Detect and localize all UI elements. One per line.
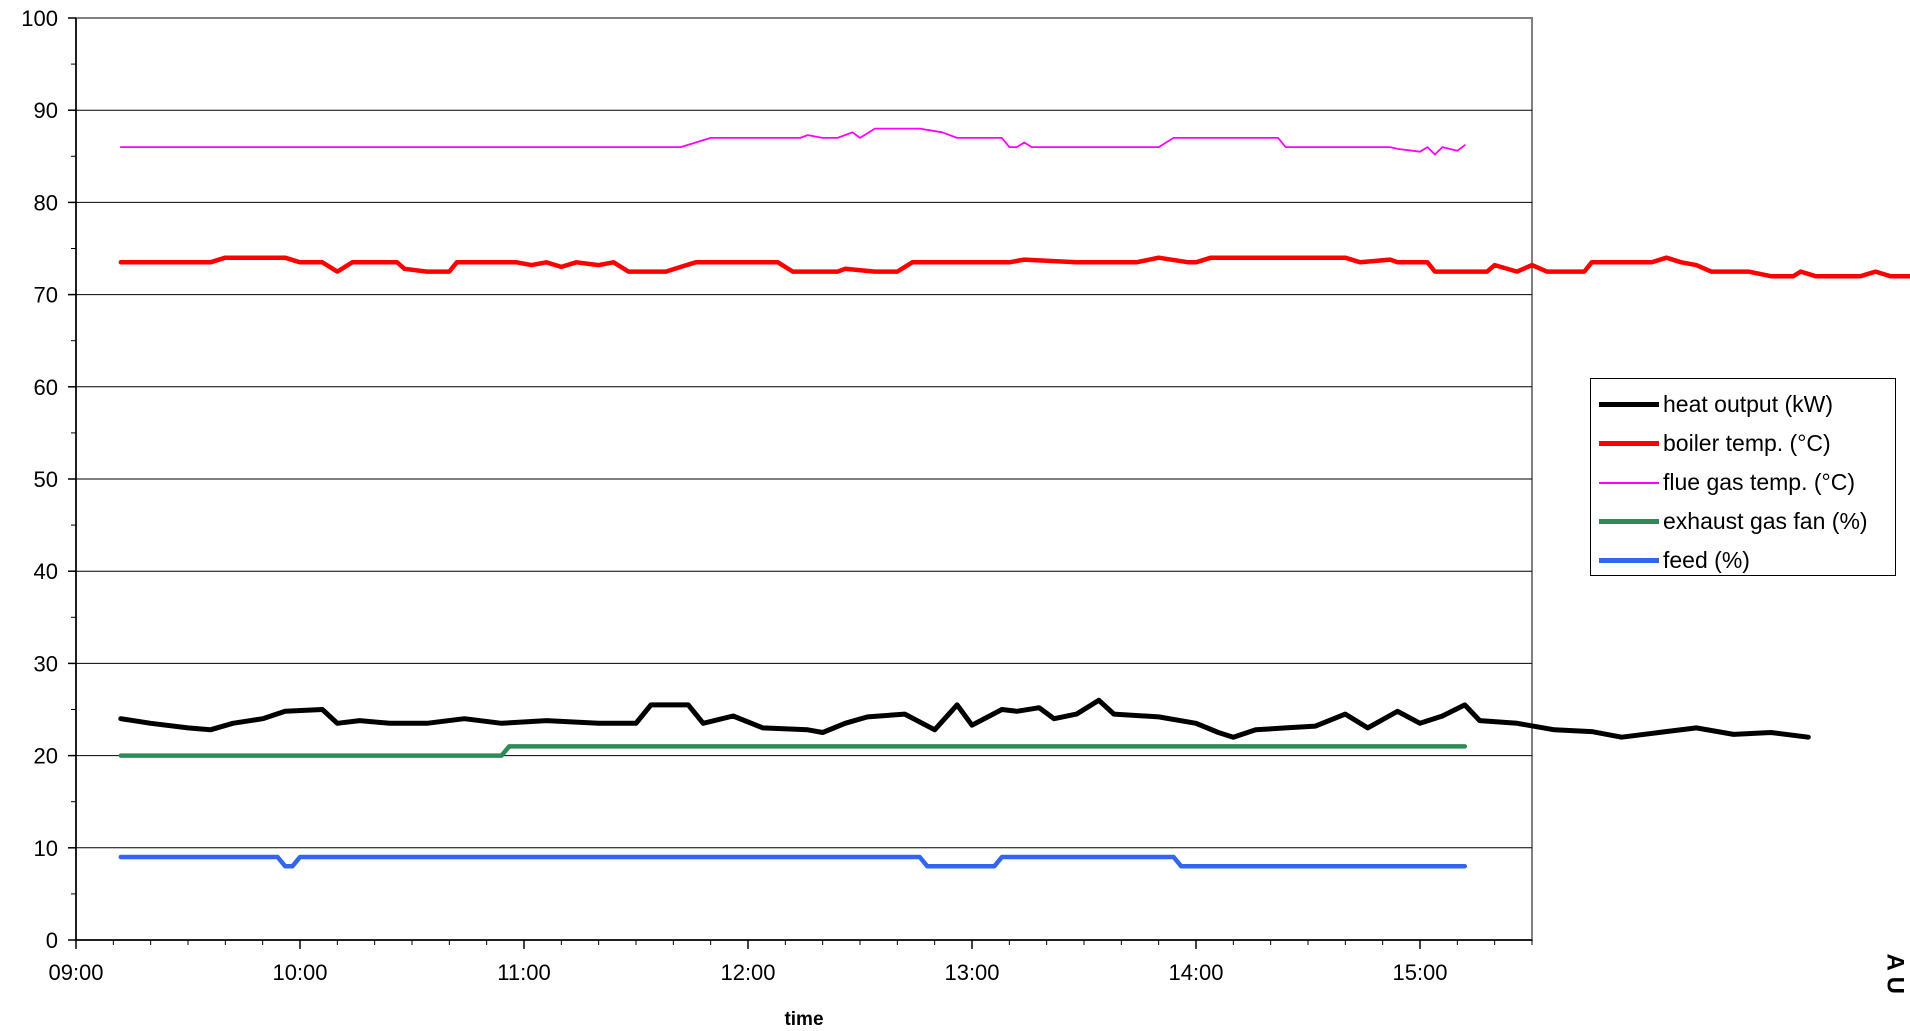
y-tick-label: 60 [34,375,58,400]
legend-item: feed (%) [1591,541,1895,580]
series-line-2 [118,255,1910,279]
corner-text: A U [1881,953,1908,994]
y-tick-label: 50 [34,467,58,492]
legend-item: flue gas temp. (°C) [1591,463,1895,502]
legend-item: boiler temp. (°C) [1591,424,1895,463]
x-tick-label: 12:00 [720,960,775,985]
series-line-4 [118,744,1468,758]
y-tick-label: 70 [34,283,58,308]
y-tick-label: 80 [34,190,58,215]
y-tick-label: 40 [34,559,58,584]
legend: heat output (kW) boiler temp. (°C) flue ga… [1590,378,1896,576]
y-tick-label: 10 [34,836,58,861]
legend-swatch [1599,519,1659,524]
series-line-5 [118,854,1468,869]
y-tick-label: 0 [46,928,58,953]
legend-label: feed (%) [1663,547,1750,573]
x-tick-label: 13:00 [944,960,999,985]
legend-swatch [1599,441,1659,446]
series-line-3 [119,127,1466,156]
series-line-1 [118,697,1811,740]
axes: 0 10 20 30 40 50 60 70 80 90 100 09:00 10:00 11:00 12:… [21,6,1533,985]
x-axis-title: time [784,1009,823,1030]
legend-swatch [1599,481,1659,484]
legend-label: exhaust gas fan (%) [1663,508,1868,534]
y-tick-label: 20 [34,744,58,769]
x-tick-label: 14:00 [1168,960,1223,985]
legend-label: boiler temp. (°C) [1663,430,1831,456]
x-tick-label: 10:00 [272,960,327,985]
legend-swatch [1599,402,1659,407]
legend-label: heat output (kW) [1663,391,1834,417]
y-tick-label: 90 [34,98,58,123]
y-tick-label: 30 [34,651,58,676]
legend-item: exhaust gas fan (%) [1591,502,1895,541]
legend-label: flue gas temp. (°C) [1663,469,1855,495]
x-tick-label: 09:00 [48,960,103,985]
x-tick-label: 11:00 [497,960,550,985]
y-tick-label: 100 [21,6,58,31]
legend-swatch [1599,558,1659,563]
x-tick-label: 15:00 [1392,960,1447,985]
legend-item: heat output (kW) [1591,385,1895,424]
series-lines [118,127,1910,869]
